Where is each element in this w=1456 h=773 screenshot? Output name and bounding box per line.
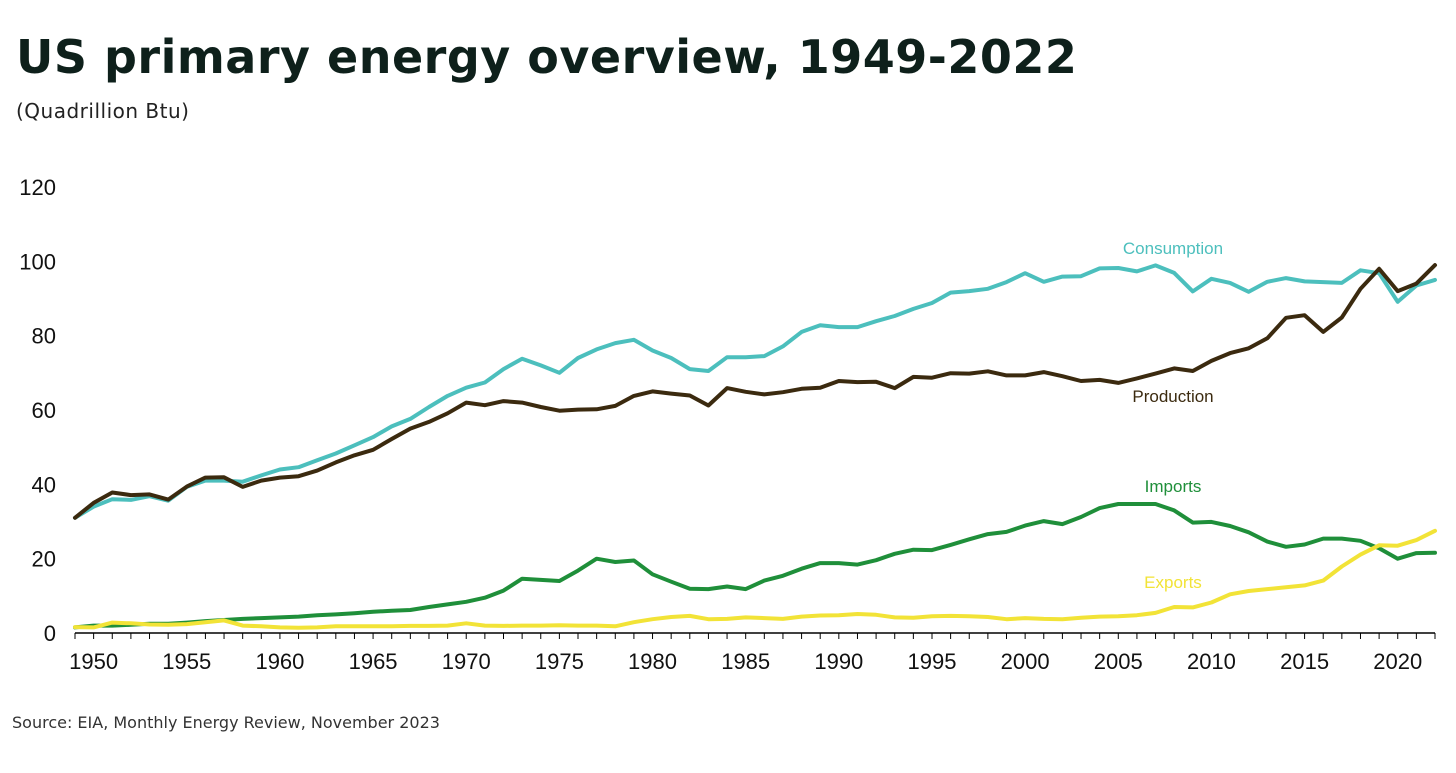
series-label-consumption: Consumption	[1123, 239, 1223, 258]
x-tick-label: 1950	[69, 649, 118, 674]
y-axis: 0 20 40 60 80 100 120	[19, 175, 56, 646]
y-tick-label: 120	[19, 175, 56, 200]
x-tick-label: 2020	[1373, 649, 1422, 674]
y-tick-label: 20	[32, 547, 56, 572]
series-label-imports: Imports	[1145, 477, 1202, 496]
x-tick-label: 1990	[814, 649, 863, 674]
x-axis: 1950 1955 1960 1965 1970 1975 1980 1985 1990 1995…	[69, 632, 1436, 674]
chart-subtitle: (Quadrillion Btu)	[16, 99, 190, 123]
y-tick-label: 100	[19, 249, 56, 274]
series-line-exports	[73, 528, 1437, 630]
line-chart: 0 20 40 60 80 100 120 1950 1955 1960 1965 1970 1975…	[19, 175, 1437, 674]
series-lines	[73, 263, 1437, 630]
y-tick-label: 80	[32, 324, 56, 349]
x-tick-label: 1985	[721, 649, 770, 674]
x-tick-label: 1955	[162, 649, 211, 674]
series-line-production	[73, 263, 1437, 520]
x-tick-label: 2000	[1001, 649, 1050, 674]
source-note: Source: EIA, Monthly Energy Review, Nove…	[12, 713, 440, 732]
series-line-consumption	[73, 263, 1437, 520]
series-label-exports: Exports	[1144, 573, 1202, 592]
y-tick-label: 40	[32, 472, 56, 497]
x-tick-label: 1970	[442, 649, 491, 674]
y-tick-label: 60	[32, 398, 56, 423]
series-labels: Consumption Production Imports Exports	[1123, 239, 1223, 592]
y-tick-label: 0	[44, 621, 56, 646]
chart-title: US primary energy overview, 1949-2022	[16, 30, 1078, 84]
x-tick-label: 2015	[1280, 649, 1329, 674]
series-label-production: Production	[1132, 387, 1213, 406]
x-tick-label: 1960	[255, 649, 304, 674]
x-tick-label: 2005	[1094, 649, 1143, 674]
x-tick-label: 1965	[349, 649, 398, 674]
x-tick-label: 1975	[535, 649, 584, 674]
series-line-imports	[73, 502, 1437, 630]
x-tick-label: 2010	[1187, 649, 1236, 674]
x-tick-label: 1995	[908, 649, 957, 674]
x-tick-label: 1980	[628, 649, 677, 674]
